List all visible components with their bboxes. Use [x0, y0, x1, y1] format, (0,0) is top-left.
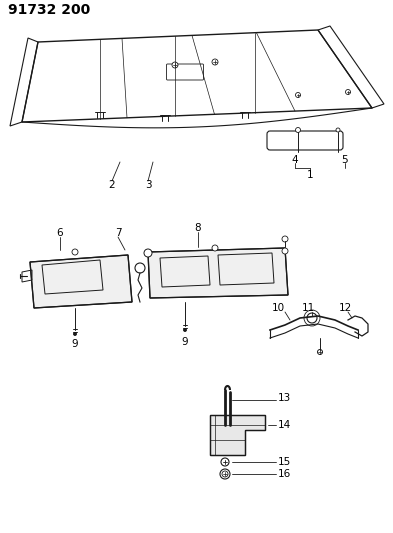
Polygon shape — [210, 415, 265, 455]
Text: 7: 7 — [115, 228, 121, 238]
Text: 91732 200: 91732 200 — [8, 3, 90, 17]
Text: 16: 16 — [278, 469, 291, 479]
Text: 13: 13 — [278, 393, 291, 403]
Circle shape — [135, 263, 145, 273]
Circle shape — [212, 59, 218, 65]
Circle shape — [345, 90, 351, 94]
Circle shape — [307, 313, 317, 323]
Text: 14: 14 — [278, 420, 291, 430]
Circle shape — [336, 128, 340, 132]
Text: 1: 1 — [307, 170, 313, 180]
Circle shape — [296, 93, 301, 98]
Text: 11: 11 — [301, 303, 315, 313]
Circle shape — [212, 245, 218, 251]
Text: 4: 4 — [292, 155, 298, 165]
Text: 10: 10 — [272, 303, 285, 313]
Text: 2: 2 — [109, 180, 115, 190]
Circle shape — [144, 249, 152, 257]
Circle shape — [221, 458, 229, 466]
Circle shape — [220, 469, 230, 479]
Text: 15: 15 — [278, 457, 291, 467]
Circle shape — [73, 333, 77, 335]
Circle shape — [282, 248, 288, 254]
Text: 3: 3 — [145, 180, 151, 190]
Circle shape — [296, 127, 301, 133]
Circle shape — [184, 328, 187, 332]
Circle shape — [282, 236, 288, 242]
Text: 8: 8 — [195, 223, 201, 233]
Polygon shape — [30, 255, 132, 308]
Polygon shape — [148, 248, 288, 298]
Circle shape — [318, 350, 323, 354]
Text: 6: 6 — [57, 228, 63, 238]
Circle shape — [172, 62, 178, 68]
Text: 12: 12 — [338, 303, 352, 313]
Text: 9: 9 — [72, 339, 78, 349]
Text: 9: 9 — [182, 337, 188, 347]
Text: 5: 5 — [342, 155, 348, 165]
Circle shape — [72, 249, 78, 255]
